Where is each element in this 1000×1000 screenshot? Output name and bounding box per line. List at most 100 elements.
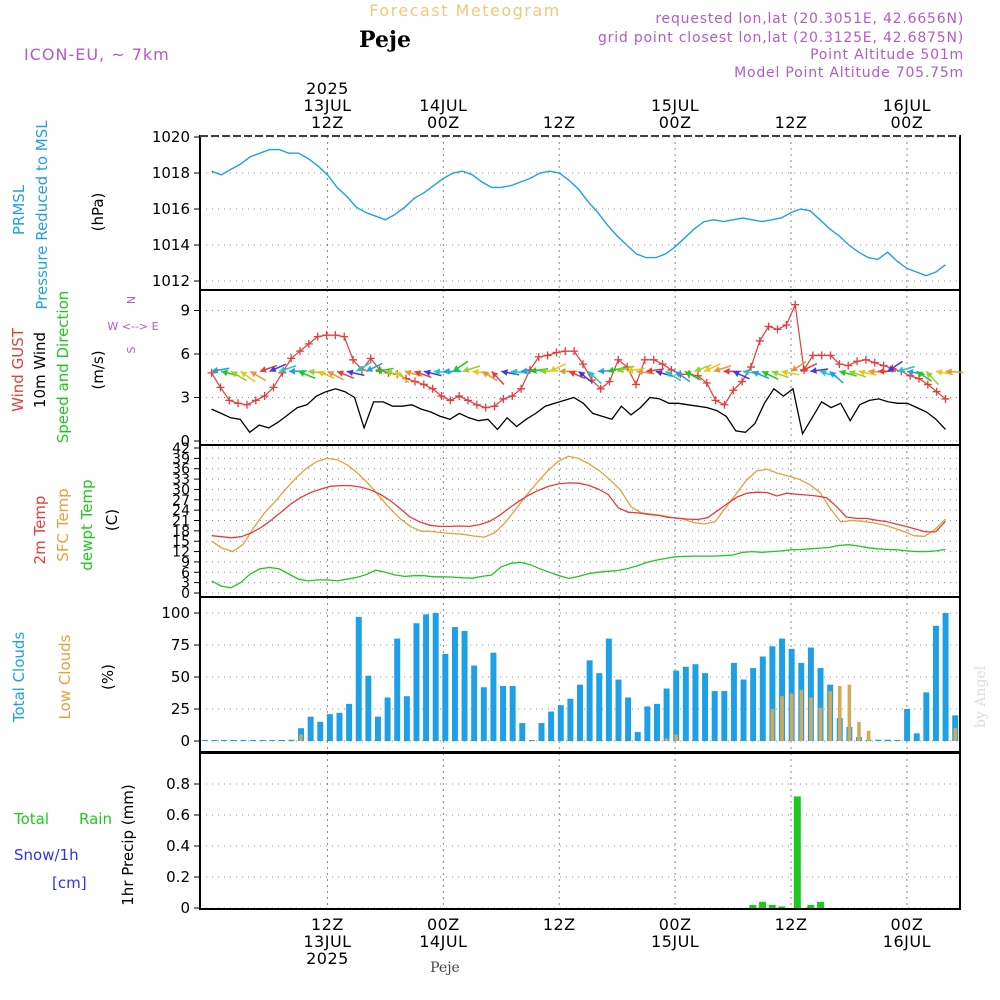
gust-marker — [234, 399, 243, 408]
gust-marker — [764, 322, 773, 331]
gust-marker — [614, 355, 623, 364]
footer-location: Peje — [430, 960, 460, 976]
total-cloud-bar — [471, 665, 478, 741]
label-pct: (%) — [99, 664, 117, 690]
low-cloud-bar — [818, 707, 823, 741]
precip-bar — [768, 904, 776, 908]
gust-marker — [340, 332, 349, 341]
total-cloud-bar — [211, 740, 218, 741]
y-tick-label: 1016 — [152, 200, 190, 218]
wind-arrow-head — [607, 366, 615, 374]
wind-arrow-head — [926, 371, 933, 379]
gust-marker — [472, 400, 481, 409]
total-cloud-bar — [615, 679, 622, 741]
total-cloud-bar — [730, 662, 737, 741]
wind-arrow-head — [366, 365, 374, 372]
gust-marker — [552, 348, 561, 357]
gust-marker — [932, 387, 941, 396]
wind-arrow-head — [906, 369, 914, 376]
wind-arrow-head — [646, 367, 653, 374]
gust-marker — [649, 355, 658, 364]
total-cloud-bar — [663, 688, 670, 741]
total-cloud-bar — [269, 740, 276, 741]
gust-marker — [578, 360, 587, 369]
y-tick-label: 50 — [171, 668, 190, 686]
wind-arrow-head — [240, 371, 248, 378]
gust-marker — [711, 396, 720, 405]
gust-marker — [923, 380, 932, 389]
gust-marker — [632, 380, 641, 389]
gust-marker — [808, 351, 817, 360]
gust-marker — [914, 374, 923, 383]
wind-arrow-head — [530, 367, 537, 374]
wind-arrow-head — [559, 368, 566, 375]
y-tick-label: 30 — [172, 482, 190, 498]
wind-arrow-head — [568, 370, 576, 377]
total-cloud-bar — [634, 732, 641, 741]
total-cloud-bar — [653, 703, 660, 741]
wind-arrow-head — [636, 368, 644, 376]
gust-marker — [826, 351, 835, 360]
top-time-label: 12Z — [311, 113, 344, 132]
total-cloud-bar — [673, 670, 680, 741]
low-cloud-bar — [953, 728, 957, 741]
label-snow: Snow/1h — [14, 846, 79, 864]
total-cloud-bar — [577, 684, 583, 741]
low-cloud-bar — [857, 721, 861, 741]
label-rain: Rain — [79, 810, 112, 828]
y-tick-label: 0 — [180, 899, 190, 917]
wind-arrow-head — [433, 368, 441, 376]
gust-marker — [746, 363, 755, 372]
gust-marker — [791, 300, 800, 309]
model-altitude: Model Point Altitude 705.75m — [734, 65, 964, 81]
wind-arrow-head — [762, 371, 770, 378]
compass-legend: N W <--> E S — [107, 296, 158, 354]
total-cloud-bar — [711, 691, 718, 741]
top-time-label: 12Z — [775, 113, 808, 132]
requested-coords: requested lon,lat (20.3051E, 42.6656N) — [655, 11, 964, 27]
gust-marker — [331, 331, 340, 340]
total-cloud-bar — [259, 740, 266, 741]
y-tick-label: 3 — [180, 389, 190, 407]
dewpt-line — [211, 544, 946, 589]
gust-marker — [349, 355, 358, 364]
total-cloud-bar — [769, 646, 776, 741]
y-tick-label: 0 — [180, 432, 190, 450]
wind-arrow-head — [250, 371, 258, 378]
panel-pressure: 1012 1014 1016 1018 1020 — [152, 128, 961, 291]
top-time-label: 15JUL — [651, 96, 699, 115]
y-tick-label: 75 — [171, 636, 190, 654]
gust-marker — [853, 357, 862, 366]
wind-speed-line — [211, 387, 946, 436]
low-cloud-bar — [828, 691, 832, 741]
total-cloud-bar — [557, 705, 564, 741]
wind-arrow-head — [819, 369, 827, 377]
top-time-label: 14JUL — [419, 96, 467, 115]
y-tick-label: 15 — [172, 534, 190, 550]
pressure-line — [211, 148, 946, 277]
total-cloud-bar — [721, 691, 728, 741]
gust-marker — [499, 394, 508, 403]
precip-bars — [749, 796, 824, 908]
panel-precip: 0 0.2 0.4 0.6 0.8 — [166, 752, 961, 917]
total-cloud-bar — [346, 703, 353, 741]
wind-arrow-head — [424, 369, 431, 377]
gust-line — [211, 302, 946, 409]
wind-arrow-head — [221, 369, 229, 377]
temp-2m-line — [211, 482, 946, 539]
gust-marker — [269, 383, 278, 392]
wind-arrow-head — [279, 366, 287, 373]
gust-marker — [508, 392, 517, 401]
wind-arrow-head — [839, 369, 847, 377]
total-cloud-bar — [913, 733, 920, 741]
wind-arrow-head — [501, 369, 508, 376]
total-cloud-bar — [538, 723, 545, 741]
wind-arrow-head — [356, 365, 364, 372]
top-time-label: 16JUL — [883, 96, 931, 115]
label-pressure-msl: Pressure Reduced to MSL — [33, 120, 51, 310]
gust-marker — [366, 354, 375, 363]
wind-arrow-head — [481, 371, 489, 378]
wind-arrow-head — [375, 367, 383, 374]
y-tick-label: 1018 — [152, 164, 190, 182]
compass-n: N — [125, 296, 138, 304]
